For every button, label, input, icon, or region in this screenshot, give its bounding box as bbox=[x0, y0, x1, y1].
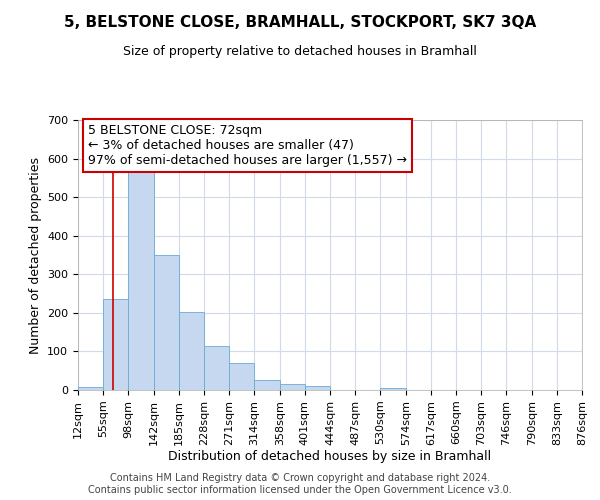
Text: 5 BELSTONE CLOSE: 72sqm
← 3% of detached houses are smaller (47)
97% of semi-det: 5 BELSTONE CLOSE: 72sqm ← 3% of detached… bbox=[88, 124, 407, 167]
Bar bbox=[78, 387, 103, 390]
Bar bbox=[280, 384, 305, 390]
Text: Size of property relative to detached houses in Bramhall: Size of property relative to detached ho… bbox=[123, 45, 477, 58]
Bar bbox=[128, 165, 154, 390]
Bar bbox=[229, 363, 254, 390]
Text: Contains HM Land Registry data © Crown copyright and database right 2024.
Contai: Contains HM Land Registry data © Crown c… bbox=[88, 474, 512, 495]
Bar bbox=[380, 388, 406, 390]
Bar bbox=[154, 255, 179, 390]
Text: 5, BELSTONE CLOSE, BRAMHALL, STOCKPORT, SK7 3QA: 5, BELSTONE CLOSE, BRAMHALL, STOCKPORT, … bbox=[64, 15, 536, 30]
Bar bbox=[254, 380, 280, 390]
Bar bbox=[103, 300, 128, 390]
Y-axis label: Number of detached properties: Number of detached properties bbox=[29, 156, 41, 354]
Bar bbox=[305, 386, 330, 390]
Bar bbox=[204, 346, 229, 390]
X-axis label: Distribution of detached houses by size in Bramhall: Distribution of detached houses by size … bbox=[169, 450, 491, 464]
Bar bbox=[179, 312, 204, 390]
